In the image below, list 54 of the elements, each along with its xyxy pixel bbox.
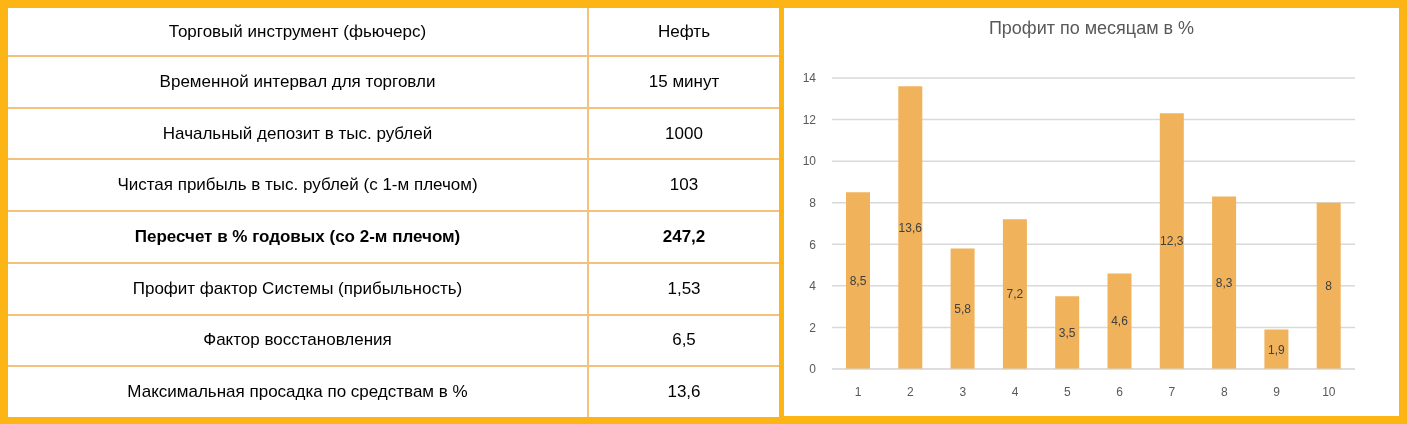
text: Чистая прибыль в тыс. рублей (с 1-м плечом): [117, 175, 478, 196]
bar: [1159, 113, 1184, 369]
bar: [1002, 219, 1027, 369]
text: Нефть: [658, 21, 710, 42]
data-label: 8: [1325, 279, 1333, 294]
text: Начальный депозит в тыс. рублей: [162, 123, 433, 144]
text: Фактор восстановления: [203, 330, 392, 351]
bar: [1107, 273, 1132, 369]
y-tick-label: 8: [809, 195, 817, 210]
text: 13,6: [667, 382, 701, 403]
data-label: 8,3: [1215, 276, 1233, 290]
y-tick-label: 0: [809, 362, 817, 377]
data-label: 12,3: [1160, 234, 1184, 249]
y-tick-label: 12: [802, 112, 817, 127]
x-tick-label: 4: [1011, 384, 1019, 399]
text: Временной интервал для торговли: [159, 71, 436, 92]
text: 1000: [665, 123, 703, 144]
bar: [950, 248, 975, 369]
text: 103: [669, 175, 699, 196]
text: Профит фактор Системы (прибыльность): [132, 278, 463, 299]
text: Торговый инструмент (фьючерс): [168, 21, 427, 42]
y-tick-label: 14: [802, 71, 817, 86]
x-tick-label: 9: [1273, 384, 1281, 399]
data-label: 3,5: [1058, 325, 1076, 340]
y-tick-label: 10: [802, 154, 817, 169]
data-label: 4,6: [1111, 314, 1129, 329]
bar: [1055, 296, 1080, 369]
data-label: 8,5: [849, 273, 867, 288]
bar: [1212, 196, 1237, 369]
x-tick-label: 10: [1322, 384, 1336, 399]
text: 6,5: [672, 330, 696, 351]
chart-title: Профит по месяцам в %: [987, 18, 1196, 39]
text: 15 минут: [648, 71, 720, 92]
x-tick-label: 1: [854, 384, 862, 399]
data-label: 7,2: [1006, 287, 1024, 302]
data-label: 5,8: [954, 301, 972, 316]
x-tick-label: 7: [1168, 384, 1176, 399]
text: 247,2: [662, 226, 706, 247]
y-tick-label: 2: [809, 320, 817, 335]
y-tick-label: 6: [809, 237, 817, 252]
data-label: 13,6: [898, 220, 923, 235]
text: Пересчет в % годовых (со 2-м плечом): [134, 226, 461, 247]
x-tick-label: 6: [1116, 384, 1124, 399]
bar: [898, 86, 923, 369]
bar: [1316, 202, 1341, 369]
x-tick-label: 5: [1064, 384, 1072, 399]
x-tick-label: 8: [1220, 384, 1228, 399]
y-tick-label: 4: [809, 279, 817, 294]
x-tick-label: 2: [907, 384, 915, 399]
x-tick-label: 3: [959, 384, 967, 399]
bar: [846, 192, 870, 369]
data-label: 1,9: [1268, 342, 1286, 357]
text: 1,53: [667, 278, 701, 299]
text: Максимальная просадка по средствам в %: [127, 382, 468, 403]
